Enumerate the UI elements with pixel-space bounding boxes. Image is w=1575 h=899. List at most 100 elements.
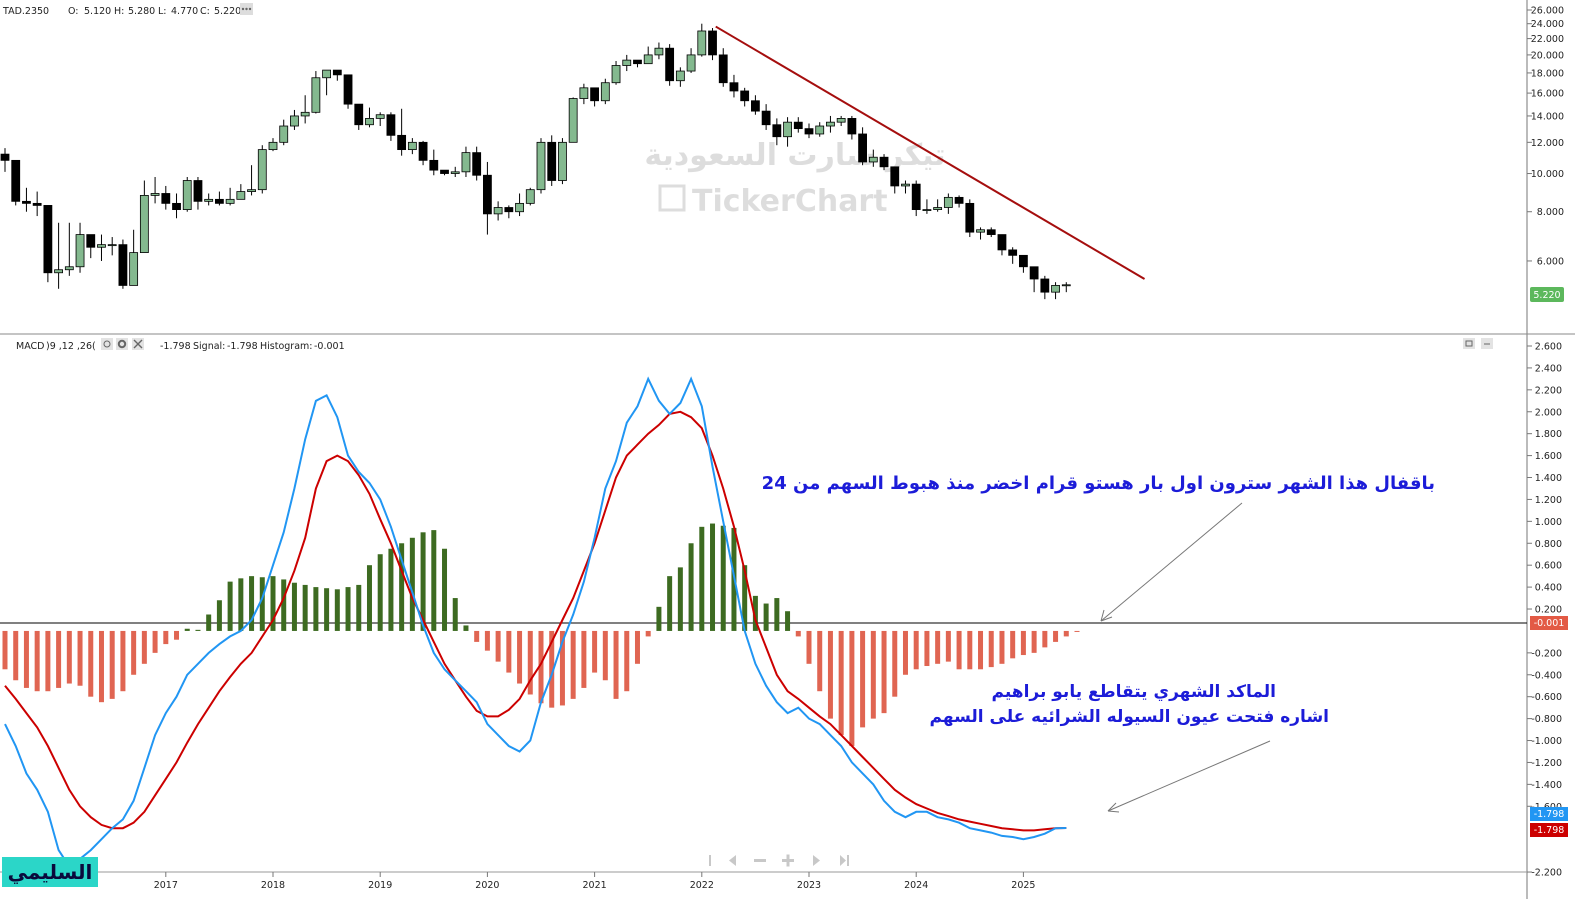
zoom-out-icon[interactable] (754, 859, 766, 862)
time-tick-label: 2017 (154, 880, 178, 891)
histogram-bar (506, 630, 512, 673)
candle (365, 107, 374, 128)
watermark-latin: TickerChart (692, 184, 888, 219)
more-icon[interactable] (240, 3, 253, 15)
macd-tick-label: -1.200 (1531, 758, 1562, 769)
histogram-bar (1053, 630, 1059, 642)
price-tick-label: 6.000 (1537, 256, 1564, 267)
histogram-bar (23, 630, 29, 688)
macd-tick-label: 0.200 (1535, 605, 1562, 616)
ohlc-close-key: C: (200, 6, 210, 17)
candle (836, 115, 846, 127)
annotation-top: باقفال هذا الشهر سترون اول بار هستو قرام… (762, 473, 1435, 494)
candle (858, 127, 867, 166)
symbol-label: TAD.2350 (2, 6, 49, 17)
nav-back-icon[interactable] (729, 855, 736, 866)
candle (1061, 282, 1071, 293)
candle (22, 187, 31, 212)
price-tick-label: 20.000 (1531, 50, 1564, 61)
candle (11, 159, 21, 206)
candle (1040, 275, 1050, 300)
macd-line (4, 376, 1067, 869)
signal-line (4, 410, 1067, 832)
time-tick-label: 2024 (904, 880, 928, 891)
candlestick-series (0, 23, 1071, 300)
nav-forward-icon[interactable] (813, 855, 820, 866)
histogram-bar (302, 584, 308, 631)
histogram-badge: -0.001 (1530, 616, 1568, 630)
candle (482, 161, 492, 235)
watermark: تيكر شارت السعودية TickerChart (644, 138, 945, 219)
candle (783, 117, 792, 147)
annotation-bottom-arrowhead (1107, 802, 1120, 813)
histogram-bar (420, 532, 426, 631)
candle (826, 115, 835, 133)
annotation-top-arrowhead (1100, 609, 1113, 622)
histogram-bar (517, 630, 523, 684)
candle (911, 180, 921, 217)
histogram-bar (538, 630, 544, 704)
visibility-icon[interactable] (101, 338, 113, 350)
macd-tick-label: 1.400 (1535, 473, 1562, 484)
candle (686, 48, 696, 73)
price-tick-label: 26.000 (1531, 6, 1564, 17)
histogram-bar (366, 565, 372, 631)
candle (450, 166, 460, 177)
histogram-bar (935, 630, 941, 664)
price-tick-label: 24.000 (1531, 19, 1564, 30)
ohlc-close-value: 5.220 (214, 6, 241, 17)
histogram-bar (688, 543, 694, 631)
histogram-bar (592, 630, 598, 673)
candle (375, 112, 385, 127)
candle (204, 193, 214, 206)
candle (536, 138, 546, 194)
navigation-bar (709, 854, 849, 867)
macd-tick-label: -1.000 (1531, 736, 1562, 747)
nav-end-icon[interactable] (840, 855, 849, 866)
maximize-icon[interactable] (1463, 338, 1475, 349)
histogram-bar (88, 630, 94, 697)
nav-start-icon[interactable] (709, 855, 711, 866)
macd-axis-ticks: 2.600 2.400 2.200 2.000 1.800 1.600 1.400 1.200… (1527, 342, 1562, 879)
candle (0, 148, 10, 172)
candle (322, 69, 332, 96)
watermark-logo-icon (658, 184, 686, 212)
minimize-icon[interactable] (1481, 338, 1493, 349)
candle (332, 69, 342, 81)
signature-text: السليمي (8, 860, 93, 885)
histogram-bar (2, 630, 8, 670)
time-axis-ticks: 2017 2018 2019 2020 2021 2022 2023 2024 2025 (154, 872, 1035, 891)
histogram-bar (881, 630, 887, 714)
candle (354, 103, 364, 130)
candle (493, 201, 503, 221)
candle (279, 119, 289, 146)
histogram-bar (399, 543, 405, 631)
downtrend-line[interactable] (715, 25, 1146, 280)
candle (161, 185, 171, 210)
macd-tick-label: 0.800 (1535, 539, 1562, 550)
histogram-bar (870, 630, 876, 719)
histogram-bar (978, 630, 984, 670)
signal-label: Signal: (193, 341, 225, 352)
candle (32, 191, 42, 217)
candle (525, 187, 535, 206)
svg-text:-1.798: -1.798 (1534, 825, 1565, 836)
candle (236, 184, 246, 200)
histogram-bar (677, 567, 683, 631)
price-badge: 5.220 (1530, 287, 1564, 302)
histogram-bar (195, 629, 201, 631)
candle (472, 146, 482, 181)
histogram-label: Histogram: (260, 341, 312, 352)
zoom-in-icon[interactable] (782, 854, 794, 867)
candle (43, 205, 53, 283)
histogram-bar (1042, 630, 1048, 648)
price-tick-label: 12.000 (1531, 138, 1564, 149)
close-icon[interactable] (132, 338, 144, 350)
settings-icon[interactable] (116, 338, 128, 350)
histogram-bar (13, 630, 19, 681)
histogram-bar (141, 630, 147, 664)
annotation-bottom-line2: اشاره فتحت عيون السيوله الشرائيه على الس… (930, 707, 1329, 727)
time-tick-label: 2018 (261, 880, 285, 891)
macd-tick-label: 0.600 (1535, 561, 1562, 572)
